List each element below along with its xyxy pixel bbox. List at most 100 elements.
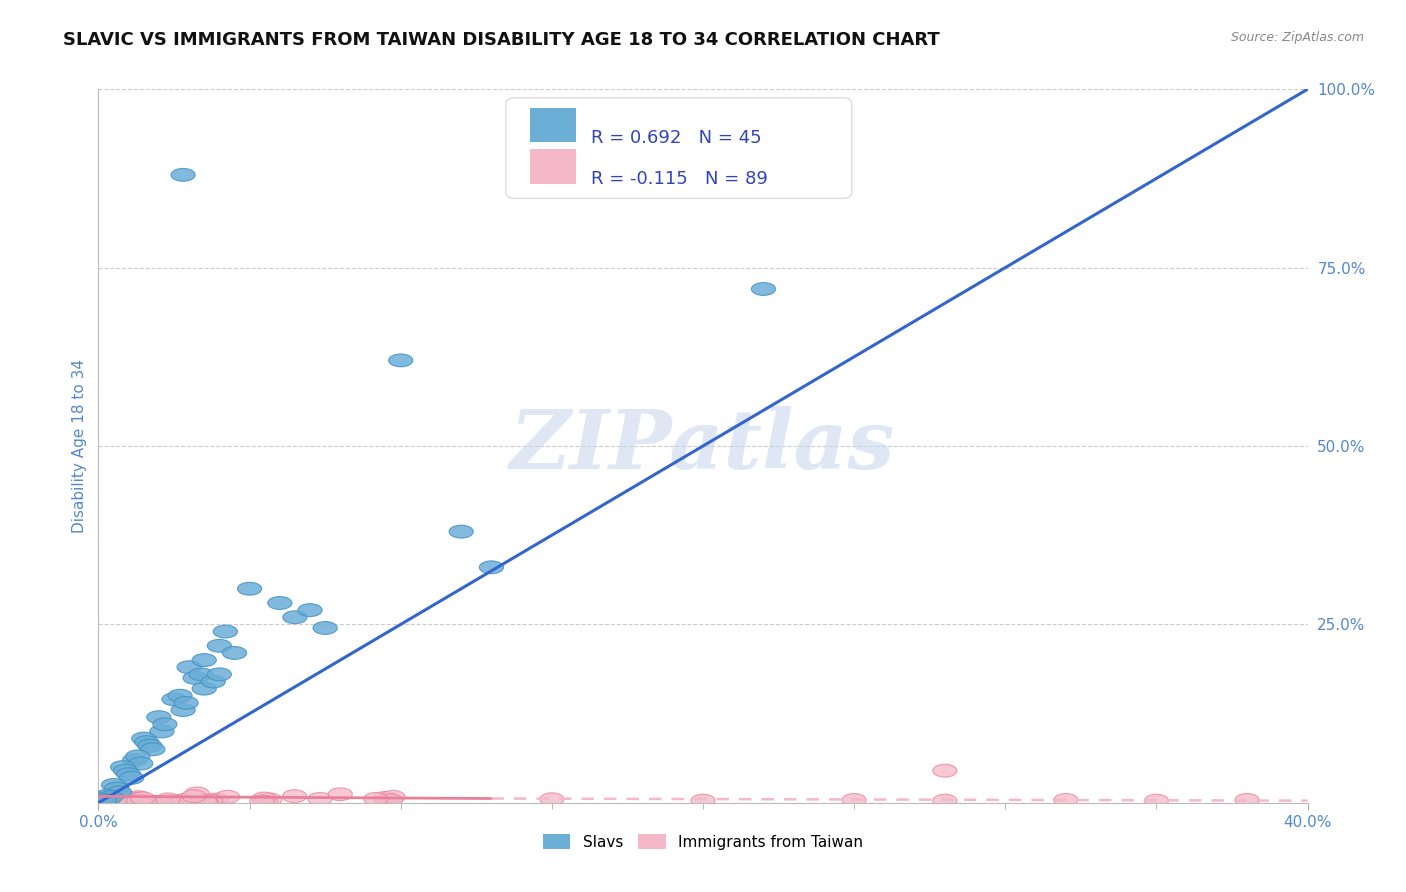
Ellipse shape bbox=[90, 796, 114, 808]
Ellipse shape bbox=[93, 794, 117, 807]
Ellipse shape bbox=[135, 736, 159, 748]
Ellipse shape bbox=[1234, 794, 1260, 806]
Ellipse shape bbox=[193, 795, 217, 807]
Ellipse shape bbox=[110, 794, 134, 807]
Ellipse shape bbox=[172, 704, 195, 716]
Ellipse shape bbox=[107, 786, 132, 798]
Ellipse shape bbox=[308, 792, 332, 805]
Ellipse shape bbox=[108, 795, 132, 807]
Ellipse shape bbox=[91, 796, 115, 808]
Ellipse shape bbox=[108, 789, 134, 802]
Text: Source: ZipAtlas.com: Source: ZipAtlas.com bbox=[1230, 31, 1364, 45]
Ellipse shape bbox=[267, 597, 292, 609]
Ellipse shape bbox=[90, 794, 114, 807]
Ellipse shape bbox=[90, 796, 114, 808]
Ellipse shape bbox=[104, 796, 128, 808]
Ellipse shape bbox=[94, 796, 120, 808]
Text: R = 0.692   N = 45: R = 0.692 N = 45 bbox=[591, 129, 761, 147]
Ellipse shape bbox=[114, 792, 138, 805]
Ellipse shape bbox=[96, 794, 120, 807]
Ellipse shape bbox=[159, 794, 183, 807]
Ellipse shape bbox=[177, 661, 201, 673]
Bar bbox=[530, 150, 576, 184]
Ellipse shape bbox=[122, 754, 146, 766]
Ellipse shape bbox=[167, 796, 193, 808]
Ellipse shape bbox=[167, 690, 193, 702]
Ellipse shape bbox=[159, 796, 183, 808]
Ellipse shape bbox=[283, 789, 307, 803]
Ellipse shape bbox=[540, 793, 564, 805]
Ellipse shape bbox=[1053, 794, 1078, 806]
Ellipse shape bbox=[298, 604, 322, 616]
Ellipse shape bbox=[96, 795, 120, 808]
Ellipse shape bbox=[103, 795, 127, 808]
Ellipse shape bbox=[118, 795, 142, 808]
Bar bbox=[530, 108, 576, 142]
Ellipse shape bbox=[378, 794, 402, 806]
Ellipse shape bbox=[222, 647, 246, 659]
Ellipse shape bbox=[105, 795, 129, 807]
Ellipse shape bbox=[108, 796, 132, 808]
Ellipse shape bbox=[690, 794, 716, 807]
Ellipse shape bbox=[207, 640, 232, 652]
Ellipse shape bbox=[127, 790, 150, 804]
Ellipse shape bbox=[94, 793, 120, 805]
Ellipse shape bbox=[364, 792, 388, 805]
Ellipse shape bbox=[90, 796, 114, 808]
Ellipse shape bbox=[91, 796, 115, 808]
Ellipse shape bbox=[381, 790, 405, 803]
Ellipse shape bbox=[193, 654, 217, 666]
Ellipse shape bbox=[132, 732, 156, 745]
Ellipse shape bbox=[146, 711, 172, 723]
Ellipse shape bbox=[90, 791, 115, 805]
Ellipse shape bbox=[1144, 794, 1168, 807]
Ellipse shape bbox=[90, 796, 114, 808]
Ellipse shape bbox=[98, 790, 122, 804]
Ellipse shape bbox=[842, 794, 866, 806]
Ellipse shape bbox=[90, 792, 114, 805]
Text: R = -0.115   N = 89: R = -0.115 N = 89 bbox=[591, 170, 768, 188]
Ellipse shape bbox=[91, 794, 115, 807]
Ellipse shape bbox=[131, 792, 155, 805]
Ellipse shape bbox=[198, 794, 222, 806]
Ellipse shape bbox=[90, 794, 114, 806]
Ellipse shape bbox=[104, 792, 128, 805]
Ellipse shape bbox=[190, 668, 214, 681]
Ellipse shape bbox=[238, 582, 262, 595]
Ellipse shape bbox=[108, 793, 132, 806]
Ellipse shape bbox=[96, 789, 120, 802]
Ellipse shape bbox=[156, 793, 180, 805]
Ellipse shape bbox=[97, 794, 121, 806]
Ellipse shape bbox=[90, 792, 114, 805]
Ellipse shape bbox=[155, 796, 179, 808]
Ellipse shape bbox=[127, 794, 150, 807]
Ellipse shape bbox=[90, 796, 115, 808]
Ellipse shape bbox=[141, 743, 165, 756]
Ellipse shape bbox=[114, 764, 138, 777]
Text: SLAVIC VS IMMIGRANTS FROM TAIWAN DISABILITY AGE 18 TO 34 CORRELATION CHART: SLAVIC VS IMMIGRANTS FROM TAIWAN DISABIL… bbox=[63, 31, 941, 49]
Ellipse shape bbox=[932, 794, 957, 807]
Ellipse shape bbox=[100, 793, 124, 806]
Ellipse shape bbox=[104, 794, 128, 806]
Ellipse shape bbox=[253, 796, 277, 808]
Ellipse shape bbox=[328, 788, 353, 801]
Ellipse shape bbox=[91, 796, 115, 808]
Ellipse shape bbox=[751, 283, 776, 295]
Ellipse shape bbox=[150, 725, 174, 738]
Ellipse shape bbox=[96, 796, 120, 808]
Ellipse shape bbox=[91, 795, 115, 808]
Ellipse shape bbox=[129, 757, 153, 770]
Ellipse shape bbox=[172, 794, 195, 806]
Ellipse shape bbox=[91, 794, 115, 806]
Ellipse shape bbox=[250, 795, 274, 808]
Ellipse shape bbox=[94, 795, 118, 808]
Ellipse shape bbox=[162, 693, 186, 706]
Ellipse shape bbox=[90, 793, 114, 805]
Ellipse shape bbox=[100, 795, 125, 808]
Ellipse shape bbox=[181, 789, 205, 803]
Ellipse shape bbox=[117, 768, 141, 780]
Ellipse shape bbox=[201, 675, 225, 688]
Ellipse shape bbox=[153, 718, 177, 731]
Ellipse shape bbox=[186, 787, 209, 800]
Ellipse shape bbox=[373, 791, 398, 805]
